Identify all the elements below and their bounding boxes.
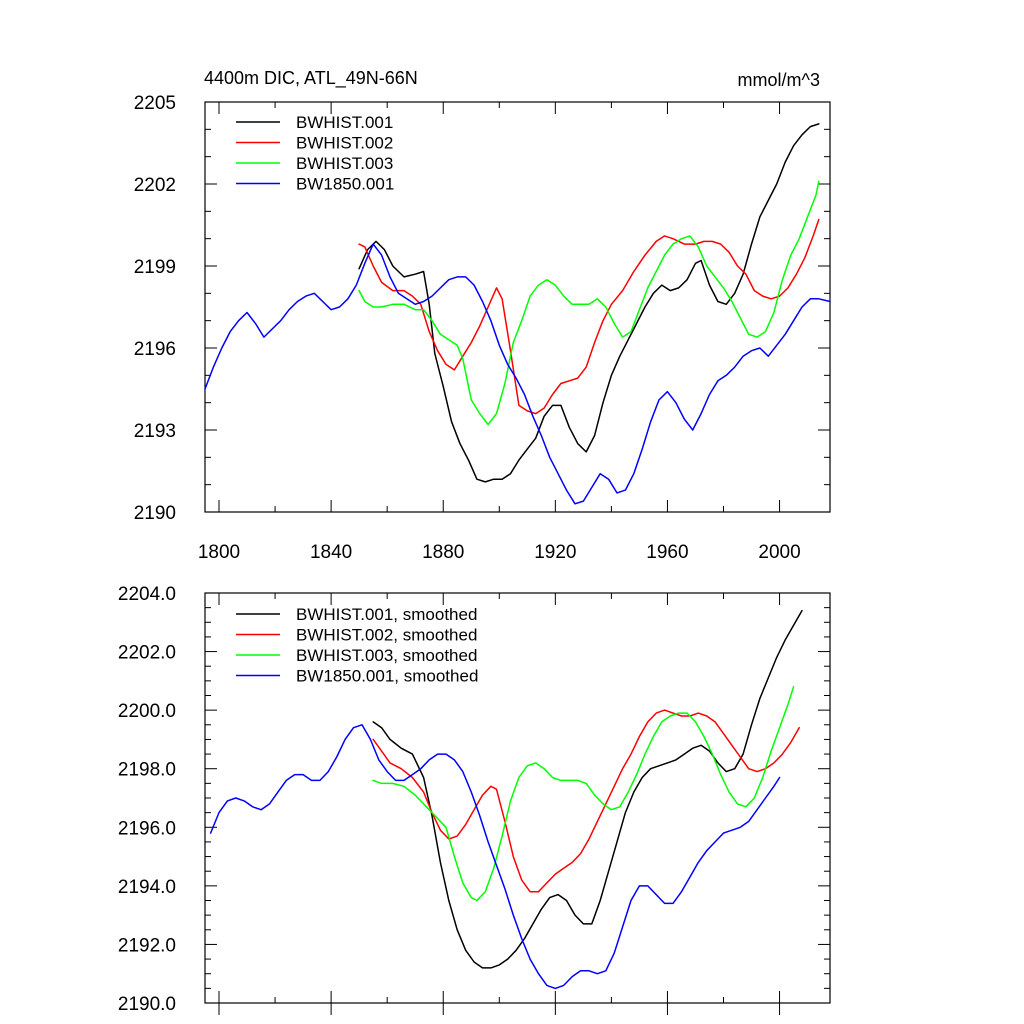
bottom-panel-dic-smoothed: 2190.0 2192.0 2194.0 2196.0 2198.0 2200.0 2202… — [118, 584, 831, 1015]
x-tick-label: 2000 — [758, 542, 800, 563]
x-tick-label: 1880 — [422, 542, 464, 563]
top-panel-dic-raw: 4400m DIC, ATL_49N-66N mmol/m^3 2190 2193… — [134, 68, 831, 563]
plot-frame — [204, 101, 831, 513]
legend-label: BWHIST.001 — [296, 113, 393, 132]
legend-label: BWHIST.003, smoothed — [296, 646, 477, 665]
x-tick-label: 1920 — [534, 542, 576, 563]
series-line-bwhist-001 — [358, 123, 820, 483]
legend-label: BWHIST.002, smoothed — [296, 626, 477, 645]
y-tick-label: 2205 — [134, 93, 176, 114]
series-line-bw1850-001-smoothed — [209, 724, 781, 990]
series-line-bwhist-003 — [358, 180, 820, 426]
y-tick-label: 2202 — [134, 175, 176, 196]
series-line-bwhist-003-smoothed — [372, 685, 795, 902]
y-tick-label: 2192.0 — [118, 935, 176, 956]
legend-label: BWHIST.003 — [296, 154, 393, 173]
x-tick-label: 1840 — [310, 542, 352, 563]
legend-label: BW1850.001 — [296, 175, 394, 194]
legend-label: BWHIST.002 — [296, 134, 393, 153]
series-line-bwhist-002 — [358, 218, 820, 415]
legend-label: BWHIST.001, smoothed — [296, 605, 477, 624]
series-line-bwhist-002-smoothed — [372, 709, 800, 893]
y-tick-label: 2196.0 — [118, 818, 176, 839]
y-tick-label: 2193 — [134, 421, 176, 442]
x-tick-label: 1960 — [646, 542, 688, 563]
y-tick-label: 2200.0 — [118, 701, 176, 722]
y-tick-label: 2190.0 — [118, 994, 176, 1015]
legend-label: BW1850.001, smoothed — [296, 667, 478, 686]
series-line-bwhist-001-smoothed — [372, 609, 803, 969]
chart-title: 4400m DIC, ATL_49N-66N — [204, 68, 418, 89]
series-line-bw1850-001 — [204, 243, 831, 505]
y-tick-label: 2196 — [134, 339, 176, 360]
x-tick-label: 1800 — [198, 542, 240, 563]
y-tick-label: 2190 — [134, 503, 176, 524]
y-tick-label: 2198.0 — [118, 760, 176, 781]
units-label: mmol/m^3 — [738, 70, 820, 90]
y-tick-label: 2202.0 — [118, 643, 176, 664]
y-tick-label: 2204.0 — [118, 584, 176, 605]
y-tick-label: 2194.0 — [118, 877, 176, 898]
y-tick-label: 2199 — [134, 257, 176, 278]
